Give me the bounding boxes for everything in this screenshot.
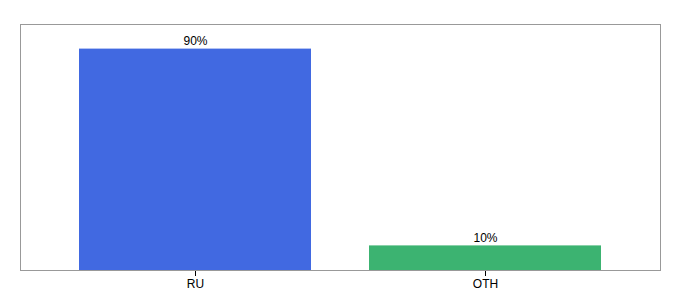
svg-text:RU: RU	[187, 277, 204, 291]
svg-text:OTH: OTH	[473, 277, 498, 291]
svg-text:90%: 90%	[183, 34, 207, 48]
svg-text:10%: 10%	[473, 231, 497, 245]
